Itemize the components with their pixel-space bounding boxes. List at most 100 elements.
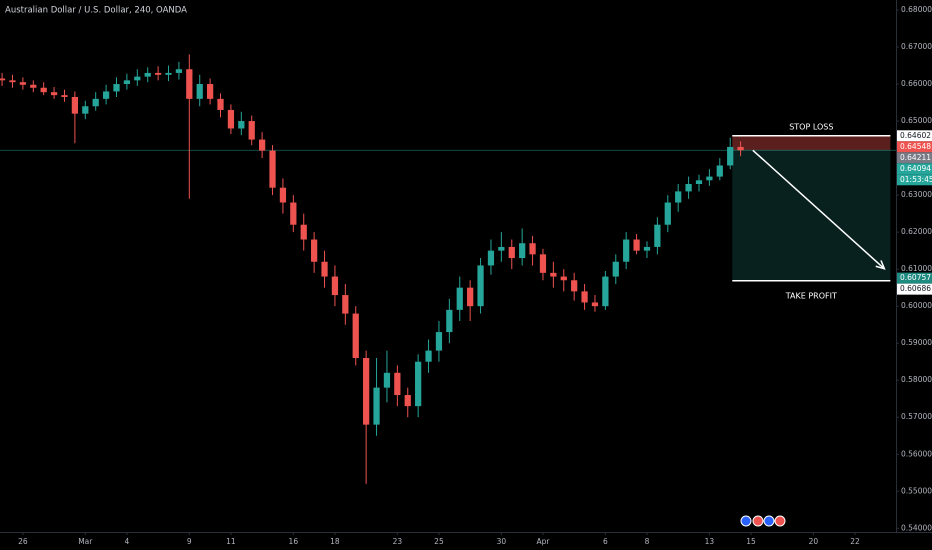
candle-body xyxy=(727,146,734,166)
candle-body xyxy=(498,246,505,251)
target-label: TAKE PROFIT xyxy=(785,291,837,300)
candle-body xyxy=(300,224,307,240)
y-tick-label: 0.62000 xyxy=(901,227,932,236)
x-tick-label: Mar xyxy=(78,537,93,546)
price-badge-label: 0.60757 xyxy=(900,273,931,282)
candle-body xyxy=(92,98,99,107)
candle-body xyxy=(446,309,453,333)
y-tick-label: 0.56000 xyxy=(901,449,932,458)
candle-body xyxy=(290,202,297,225)
x-tick-label: 16 xyxy=(289,537,299,546)
candle-body xyxy=(102,91,110,99)
x-tick-label: 25 xyxy=(434,537,444,546)
price-badge xyxy=(897,163,932,175)
price-badge xyxy=(897,141,932,153)
candle-body xyxy=(165,72,172,75)
candle-body xyxy=(71,96,79,114)
y-tick-label: 0.61000 xyxy=(901,264,932,273)
candle-body xyxy=(19,82,27,85)
candle-body xyxy=(664,202,671,225)
y-tick-label: 0.54000 xyxy=(901,523,932,532)
candle-body xyxy=(206,84,214,99)
candle-body xyxy=(612,261,619,277)
candle-body xyxy=(529,243,536,255)
candle-body xyxy=(9,80,16,83)
candle-body xyxy=(706,176,713,181)
x-tick-label: 11 xyxy=(226,537,236,546)
candle-body xyxy=(571,280,578,292)
y-tick-label: 0.67000 xyxy=(901,42,932,51)
candle-body xyxy=(654,224,661,247)
candle-body xyxy=(581,291,588,303)
price-badge xyxy=(897,130,932,142)
event-icon xyxy=(740,515,752,527)
x-tick-label: 15 xyxy=(746,537,756,546)
candle-body xyxy=(342,295,349,314)
candle-body xyxy=(154,72,162,75)
candle-body xyxy=(685,183,692,192)
y-tick-label: 0.59000 xyxy=(901,338,932,347)
event-icon xyxy=(774,515,786,527)
candle-body xyxy=(311,239,318,262)
candle-body xyxy=(467,287,474,307)
candle-body xyxy=(0,78,6,81)
candle-body xyxy=(695,180,703,184)
candle-body xyxy=(435,332,443,351)
candle-body xyxy=(269,150,276,188)
candle-body xyxy=(675,191,682,203)
y-tick-label: 0.55000 xyxy=(901,486,932,495)
candle-body xyxy=(519,243,526,259)
candle-body xyxy=(30,84,37,88)
candle-body xyxy=(61,95,68,97)
candle-body xyxy=(186,69,193,99)
candle-body xyxy=(144,72,151,77)
candle-body xyxy=(50,92,58,96)
candle-body xyxy=(643,246,651,251)
price-badge-label: 0.64094 xyxy=(900,164,931,173)
candle-body xyxy=(633,239,640,251)
candle-body xyxy=(383,372,391,388)
price-badge xyxy=(897,272,932,284)
candle-body xyxy=(175,69,183,73)
candle-body xyxy=(238,121,245,129)
price-badge xyxy=(897,152,932,164)
x-tick-label: 20 xyxy=(809,537,819,546)
candle-body xyxy=(508,246,515,259)
y-tick-label: 0.65000 xyxy=(901,116,932,125)
y-tick-label: 0.60000 xyxy=(901,301,932,310)
candle-body xyxy=(737,146,744,151)
x-tick-label: 26 xyxy=(18,537,28,546)
candle-body xyxy=(134,76,141,81)
stop-label: STOP LOSS xyxy=(789,122,833,131)
candle-body xyxy=(123,80,131,85)
x-tick-label: 30 xyxy=(497,537,507,546)
x-tick-label: 18 xyxy=(330,537,340,546)
candle-body xyxy=(716,165,723,177)
x-tick-label: Apr xyxy=(536,537,550,546)
candle-body xyxy=(373,387,380,425)
candle-body xyxy=(602,276,609,307)
trend-arrow xyxy=(752,149,885,270)
x-tick-label: 13 xyxy=(705,537,715,546)
x-tick-label: 9 xyxy=(187,537,192,546)
candle-body xyxy=(591,302,599,307)
price-badge xyxy=(897,174,932,186)
trend-arrow-head xyxy=(875,260,886,270)
candle-body xyxy=(487,250,495,266)
price-badge-label: 0.60686 xyxy=(900,284,931,293)
stop-zone xyxy=(732,135,891,151)
y-tick-label: 0.68000 xyxy=(901,5,932,14)
candle-body xyxy=(415,361,422,407)
candle-body xyxy=(425,350,432,362)
candle-body xyxy=(456,287,463,310)
plot-area xyxy=(0,54,896,484)
candle-body xyxy=(113,84,120,92)
x-tick-label: 6 xyxy=(603,537,608,546)
candle-body xyxy=(394,372,401,396)
candle-body xyxy=(477,265,484,307)
candle-body xyxy=(321,261,328,277)
chart-title: Australian Dollar / U.S. Dollar, 240, OA… xyxy=(5,6,187,16)
price-badge-label: 01:53:45 xyxy=(900,175,932,184)
